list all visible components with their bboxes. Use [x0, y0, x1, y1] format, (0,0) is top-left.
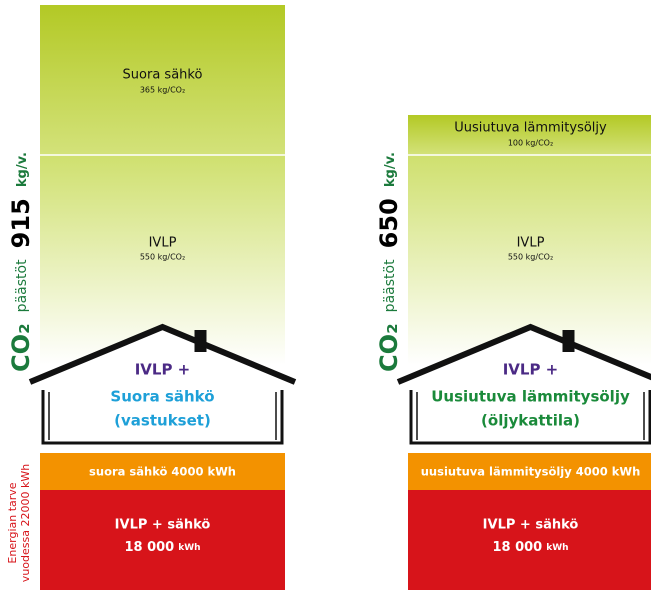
red-block	[408, 490, 651, 590]
house-line1: IVLP +	[503, 361, 559, 379]
red-value: 18 000	[124, 540, 174, 555]
house-line2: Uusiutuva lämmitysöljy	[431, 388, 630, 406]
co2-prefix: CO₂	[375, 323, 403, 372]
top-block	[40, 5, 285, 155]
red-line1: IVLP + sähkö	[483, 518, 579, 533]
red-block	[40, 490, 285, 590]
orange-block	[40, 453, 285, 490]
ivlp-label: IVLP	[517, 236, 545, 251]
wall	[41, 390, 284, 445]
co2-value: 650	[375, 198, 403, 248]
co2-value: 915	[7, 198, 35, 248]
red-line2: 18 000 kWh	[124, 540, 200, 555]
co2-label: CO₂ päästöt 650 kg/v.	[375, 152, 403, 372]
top-amount: 100 kg/CO₂	[508, 139, 553, 148]
ivlp-label: IVLP	[149, 236, 177, 251]
co2-prefix: CO₂	[7, 323, 35, 372]
co2-unit: kg/v.	[383, 152, 398, 187]
co2-text: päästöt	[382, 259, 398, 312]
top-amount: 365 kg/CO₂	[140, 86, 185, 95]
energy-label: vuodessa 22000 kWh	[19, 464, 32, 582]
red-unit: kWh	[546, 543, 568, 553]
top-label: Suora sähkö	[123, 68, 203, 83]
top-block	[408, 115, 651, 155]
orange-label: uusiutuva lämmitysöljy 4000 kWh	[421, 465, 641, 479]
energy-label: Energian tarve	[6, 482, 19, 563]
red-line2: 18 000 kWh	[492, 540, 568, 555]
house-line3: (vastukset)	[114, 412, 211, 430]
co2-text: päästöt	[14, 259, 30, 312]
top-label: Uusiutuva lämmitysöljy	[454, 121, 607, 136]
roof	[396, 323, 651, 385]
roof	[28, 323, 297, 385]
house-body	[40, 330, 285, 445]
ivlp-amount: 550 kg/CO₂	[508, 253, 553, 262]
co2-label: CO₂ päästöt 915 kg/v.	[7, 152, 35, 372]
house-line1: IVLP +	[135, 361, 191, 379]
ivlp-amount: 550 kg/CO₂	[140, 253, 185, 262]
orange-block	[408, 453, 651, 490]
house-line2: Suora sähkö	[110, 388, 214, 406]
orange-label: suora sähkö 4000 kWh	[89, 465, 236, 479]
house-line3: (öljykattila)	[481, 412, 580, 430]
co2-unit: kg/v.	[15, 152, 30, 187]
red-unit: kWh	[178, 543, 200, 553]
wall	[409, 390, 651, 445]
red-value: 18 000	[492, 540, 542, 555]
house-body	[408, 330, 651, 445]
red-line1: IVLP + sähkö	[115, 518, 211, 533]
